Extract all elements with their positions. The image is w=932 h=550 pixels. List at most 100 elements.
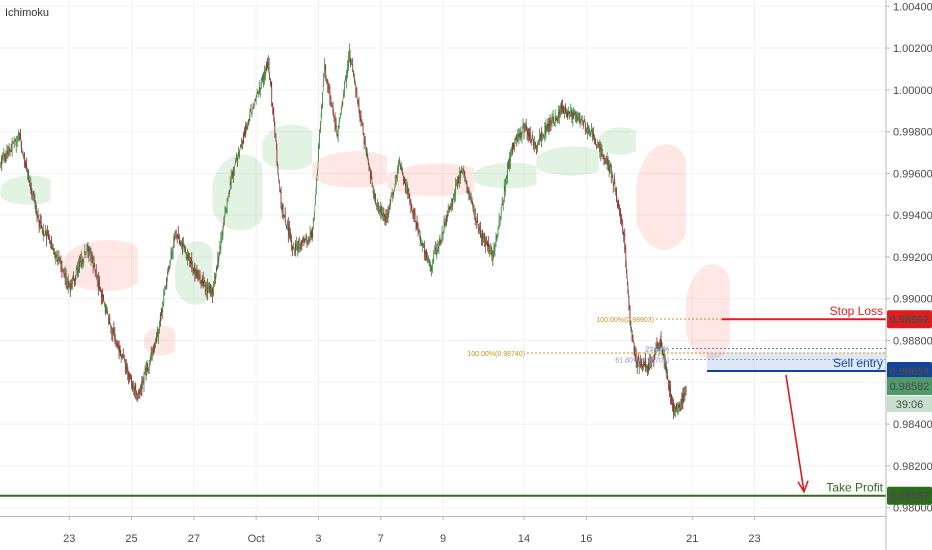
candle-body (284, 214, 286, 222)
candle-body (457, 176, 459, 187)
candle-body (456, 181, 458, 183)
candle-body (567, 111, 569, 118)
candle-body (467, 188, 468, 194)
candle-body (261, 78, 262, 82)
candle-body (7, 152, 9, 155)
candle-body (325, 75, 327, 80)
candle-body (246, 125, 247, 133)
candle-body (405, 186, 407, 191)
candle-body (100, 287, 101, 292)
candle-body (336, 126, 337, 136)
candle-body (40, 221, 42, 224)
candle-body (483, 233, 485, 236)
candle-body (160, 314, 161, 321)
candle-body (432, 261, 434, 266)
candle-body (230, 174, 232, 186)
candle-body (515, 139, 517, 141)
candle-body (642, 366, 644, 368)
candle-body (51, 242, 52, 247)
candle-body (673, 411, 675, 413)
ichimoku-cloud-segment (474, 162, 537, 189)
candle-body (624, 234, 626, 248)
candle-body (377, 202, 379, 204)
candle-body (471, 200, 472, 202)
price-axis[interactable]: 1.00400 1.00200 1.00000 0.99800 0.99600 0.994… (886, 1, 932, 515)
candle-body (272, 106, 274, 109)
candle-body (93, 265, 94, 269)
candle-body (283, 214, 285, 216)
candle-body (138, 391, 139, 395)
candle-body (561, 105, 563, 113)
candle-body (346, 76, 347, 82)
candle-body (30, 182, 32, 190)
candle-body (250, 108, 251, 112)
candle-body (569, 115, 571, 117)
candle-body (480, 229, 481, 231)
candle-body (152, 351, 153, 354)
candle-body (414, 212, 416, 221)
candle-body (640, 358, 641, 366)
candle-body (264, 70, 265, 80)
candle-body (676, 410, 678, 412)
candle-body (37, 214, 39, 216)
candle-body (14, 139, 16, 141)
candle-body (419, 235, 421, 240)
candle-body (588, 126, 590, 134)
time-axis[interactable]: 23 25 27 Oct 3 7 9 14 16 21 23 (63, 516, 761, 545)
candle-body (50, 241, 51, 245)
candle-body (412, 212, 414, 216)
candle-body (628, 297, 630, 310)
sell-entry-price-tag-label: 0.98654 (890, 366, 931, 378)
candle-body (153, 343, 155, 354)
candle-body (512, 142, 513, 150)
candle-body (212, 293, 213, 297)
candle-body (382, 213, 384, 217)
candle-body (607, 157, 608, 165)
candle-body (33, 193, 35, 201)
candle-body (594, 139, 595, 145)
candle-body (328, 87, 330, 88)
candle-body (584, 119, 585, 121)
candle-body (517, 138, 518, 142)
candle-body (305, 234, 307, 239)
candle-body (193, 271, 195, 273)
candle-body (165, 286, 166, 290)
y-tick-label: 1.00000 (893, 85, 932, 97)
candle-body (23, 154, 24, 157)
candle-body (334, 117, 336, 131)
candle-body (378, 203, 380, 210)
candle-body (493, 254, 494, 260)
candle-body (478, 226, 479, 230)
candle-body (351, 64, 353, 66)
candle-body (195, 271, 196, 275)
sell-entry-price-tag (887, 362, 932, 381)
ichimoku-cloud-segment (636, 144, 686, 250)
indicator-label[interactable]: Ichimoku (5, 7, 49, 19)
candle-body (554, 116, 556, 125)
candle-body (520, 131, 522, 139)
candle-body (311, 231, 313, 238)
candle-body (205, 289, 207, 291)
candle-body (244, 125, 246, 136)
candle-body (558, 111, 559, 118)
candle-body (652, 357, 653, 363)
candle-body (236, 154, 238, 159)
candle-body (394, 183, 396, 190)
candle-body (286, 225, 287, 226)
candle-body (510, 153, 511, 162)
candle-body (417, 224, 418, 229)
candle-body (599, 146, 601, 152)
candle-body (486, 238, 488, 243)
candle-body (221, 231, 223, 238)
candle-body (222, 231, 223, 236)
candle-body (445, 221, 446, 223)
candle-body (155, 337, 157, 339)
candle-body (523, 124, 525, 133)
candle-body (680, 407, 681, 412)
candle-body (323, 78, 324, 86)
candle-body (129, 373, 130, 379)
candle-body (291, 239, 292, 245)
candle-body (49, 239, 51, 245)
candle-body (373, 191, 375, 199)
